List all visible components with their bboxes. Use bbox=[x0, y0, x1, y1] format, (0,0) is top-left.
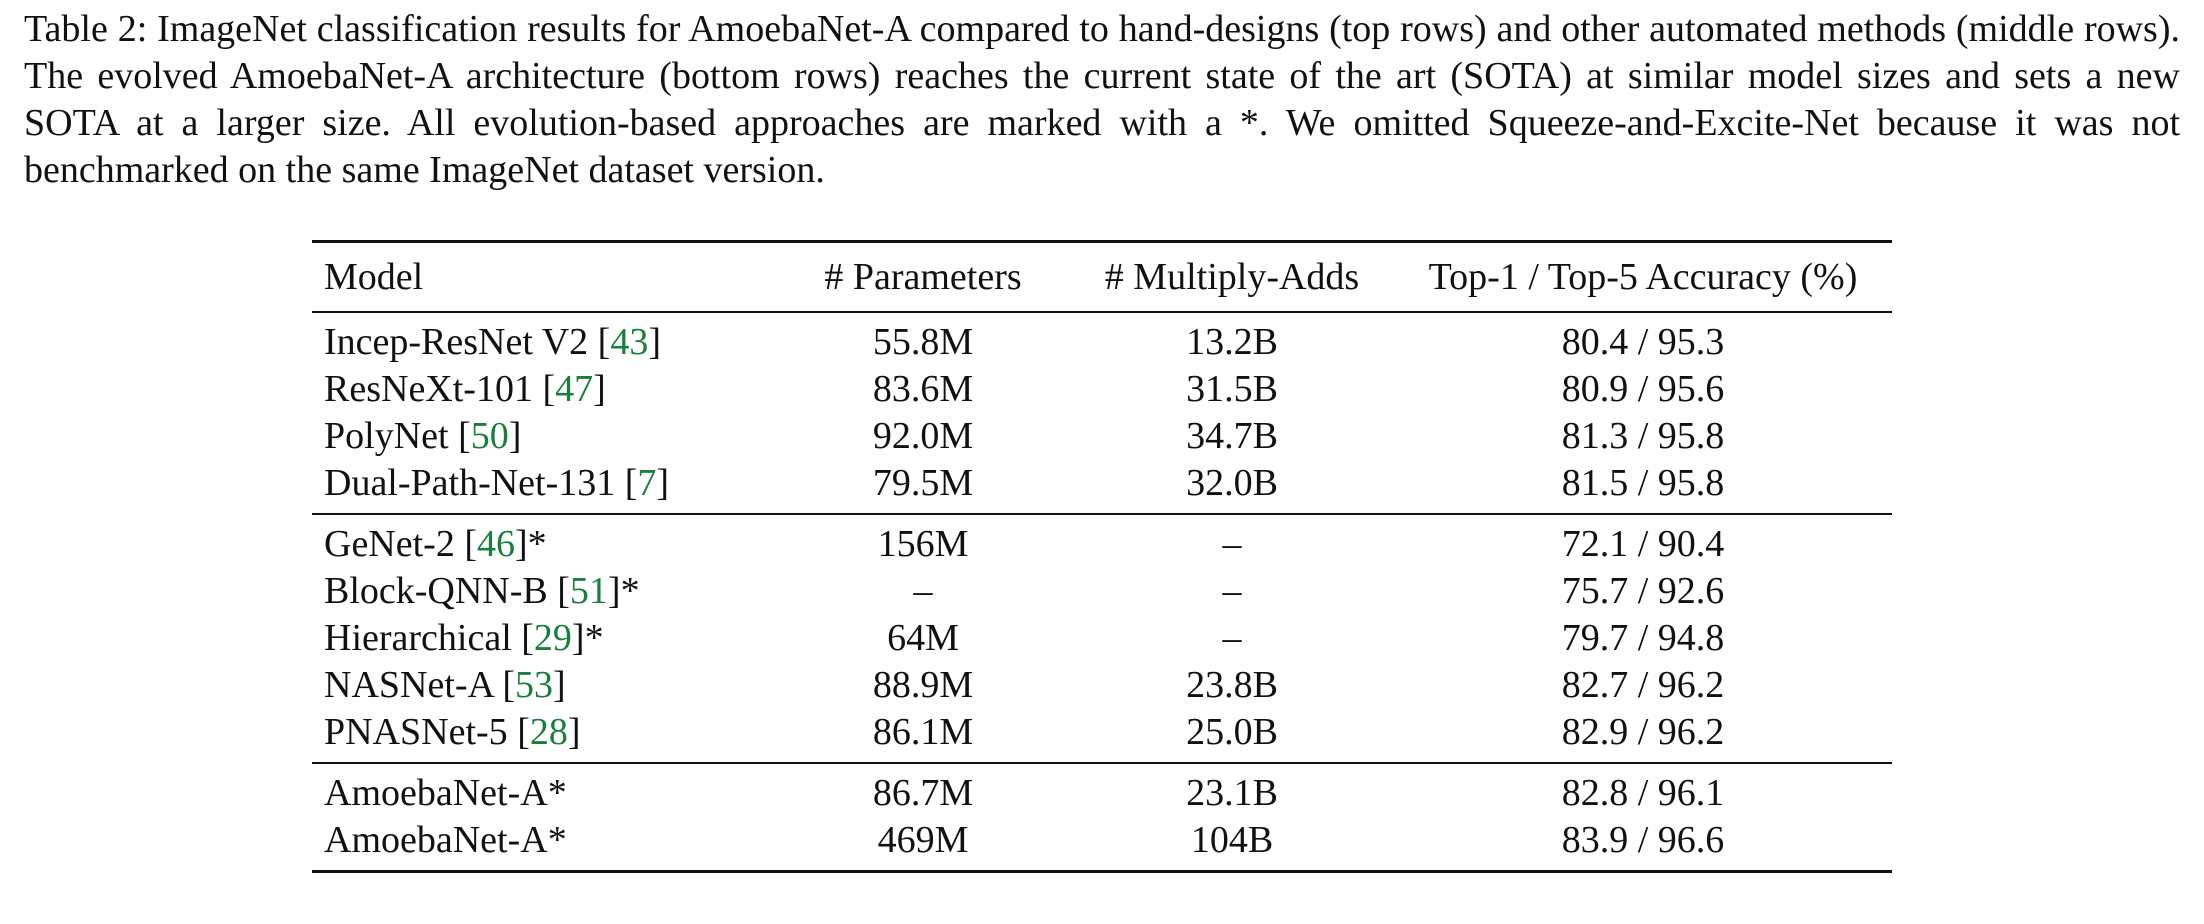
cell-accuracy: 83.9 / 96.6 bbox=[1394, 817, 1892, 873]
cell-multiply-adds: 13.2B bbox=[1186, 321, 1278, 363]
cell-model: PolyNet [50] bbox=[324, 415, 522, 457]
model-name: NASNet-A bbox=[324, 664, 493, 706]
citation-link[interactable]: 28 bbox=[529, 711, 568, 753]
cell-parameters: 79.5M bbox=[872, 462, 974, 504]
evolution-marker: * bbox=[527, 523, 547, 565]
cell-multiply-adds: 31.5B bbox=[1186, 368, 1278, 410]
group-automated-methods: GeNet-2 [46]* 156M –72.1 / 90.4 Block-QNN-B… bbox=[312, 513, 1892, 763]
citation-link[interactable]: 29 bbox=[533, 617, 572, 659]
cell-model: NASNet-A [53] bbox=[324, 664, 566, 706]
citation-link[interactable]: 46 bbox=[477, 523, 515, 565]
results-table: Model # Parameters # Multiply-Adds Top-1… bbox=[312, 240, 1892, 873]
table-row: Block-QNN-B [51]* – – 75.7 / 92.6 bbox=[312, 568, 1892, 615]
model-name: AmoebaNet-A* bbox=[324, 772, 567, 814]
table-caption: Table 2: ImageNet classification results… bbox=[24, 8, 2180, 191]
cell-parameters: 83.6M bbox=[872, 368, 974, 410]
evolution-marker: * bbox=[584, 617, 604, 659]
header-accuracy: Top-1 / Top-5 Accuracy (%) bbox=[1394, 240, 1892, 313]
model-name: PNASNet-5 bbox=[324, 711, 508, 753]
cell-parameters: – bbox=[913, 570, 933, 612]
cell-model: ResNeXt-101 [47] bbox=[324, 368, 606, 410]
cell-model: Hierarchical [29]* bbox=[324, 617, 604, 659]
results-table-container: Model # Parameters # Multiply-Adds Top-1… bbox=[312, 240, 1892, 873]
cell-multiply-adds: 23.8B bbox=[1186, 664, 1278, 706]
cell-multiply-adds: 32.0B bbox=[1186, 462, 1278, 504]
cell-accuracy: 82.8 / 96.1 bbox=[1394, 762, 1892, 817]
cell-model: Incep-ResNet V2 [43] bbox=[324, 321, 661, 363]
table-header-row: Model # Parameters # Multiply-Adds Top-1… bbox=[312, 240, 1892, 313]
cell-parameters: 156M bbox=[776, 513, 1070, 568]
cell-parameters: 88.9M bbox=[872, 664, 974, 706]
model-name: Incep-ResNet V2 bbox=[324, 321, 589, 363]
cell-parameters: 92.0M bbox=[872, 415, 974, 457]
citation-link[interactable]: 7 bbox=[637, 462, 657, 504]
cell-multiply-adds: 23.1B bbox=[1070, 762, 1394, 817]
cell-parameters: 469M bbox=[776, 817, 1070, 873]
cell-parameters: 86.7M bbox=[776, 762, 1070, 817]
cell-accuracy: 81.3 / 95.8 bbox=[1561, 415, 1725, 457]
cell-accuracy: 75.7 / 92.6 bbox=[1561, 570, 1725, 612]
cell-parameters: 64M bbox=[887, 617, 959, 659]
cell-multiply-adds: 25.0B bbox=[1186, 711, 1278, 753]
cell-multiply-adds: – bbox=[1222, 570, 1242, 612]
model-name: PolyNet bbox=[324, 415, 449, 457]
evolution-marker: * bbox=[620, 570, 640, 612]
cell-model: GeNet-2 [46]* bbox=[312, 513, 776, 568]
cell-accuracy: 80.9 / 95.6 bbox=[1561, 368, 1725, 410]
cell-multiply-adds: – bbox=[1070, 513, 1394, 568]
cell-multiply-adds: – bbox=[1222, 617, 1242, 659]
cell-multiply-adds: 34.7B bbox=[1186, 415, 1278, 457]
cell-multiply-adds: 104B bbox=[1070, 817, 1394, 873]
group-hand-designs: Incep-ResNet V2 [43] 55.8M 13.2B 80.4 / 95.… bbox=[312, 312, 1892, 514]
table-row: AmoebaNet-A* 86.7M 23.1B 82.8 / 96.1 bbox=[312, 762, 1892, 817]
table-row: NASNet-A [53] 88.9M 23.8B 82.7 / 96.2 bbox=[312, 662, 1892, 709]
table-row: Hierarchical [29]* 64M – 79.7 / 94.8 bbox=[312, 615, 1892, 662]
model-name: GeNet-2 bbox=[324, 523, 455, 565]
cell-model: Block-QNN-B [51]* bbox=[324, 570, 640, 612]
cell-accuracy: 72.1 / 90.4 bbox=[1394, 513, 1892, 568]
table-row: PNASNet-5 [28] 86.1M 25.0B 82.9 / 96.2 bbox=[312, 709, 1892, 763]
table-row: Incep-ResNet V2 [43] 55.8M 13.2B 80.4 / 95.… bbox=[312, 312, 1892, 366]
citation-link[interactable]: 53 bbox=[515, 664, 554, 706]
group-amoebanet: AmoebaNet-A* 86.7M 23.1B 82.8 / 96.1 AmoebaN… bbox=[312, 762, 1892, 873]
citation-link[interactable]: 43 bbox=[610, 321, 649, 363]
cell-model: AmoebaNet-A* bbox=[312, 817, 776, 873]
cell-parameters: 55.8M bbox=[872, 321, 974, 363]
table-row: ResNeXt-101 [47] 83.6M 31.5B 80.9 / 95.6 bbox=[312, 366, 1892, 413]
table-row: Dual-Path-Net-131 [7] 79.5M 32.0B 81.5 / 95… bbox=[312, 460, 1892, 514]
cell-accuracy: 81.5 / 95.8 bbox=[1561, 462, 1725, 504]
cell-parameters: 86.1M bbox=[872, 711, 974, 753]
model-name: ResNeXt-101 bbox=[324, 368, 533, 410]
cell-accuracy: 80.4 / 95.3 bbox=[1561, 321, 1725, 363]
table-row: PolyNet [50] 92.0M 34.7B 81.3 / 95.8 bbox=[312, 413, 1892, 460]
cell-model: PNASNet-5 [28] bbox=[324, 711, 581, 753]
cell-accuracy: 82.7 / 96.2 bbox=[1561, 664, 1725, 706]
cell-model: AmoebaNet-A* bbox=[312, 762, 776, 817]
model-name: Block-QNN-B bbox=[324, 570, 548, 612]
cell-accuracy: 79.7 / 94.8 bbox=[1561, 617, 1725, 659]
header-multiply-adds: # Multiply-Adds bbox=[1070, 240, 1394, 313]
citation-link[interactable]: 47 bbox=[555, 368, 594, 410]
cell-model: Dual-Path-Net-131 [7] bbox=[324, 462, 670, 504]
citation-link[interactable]: 51 bbox=[569, 570, 608, 612]
model-name: AmoebaNet-A* bbox=[324, 819, 567, 861]
header-parameters: # Parameters bbox=[776, 240, 1070, 313]
header-model: Model bbox=[312, 240, 776, 313]
table-row: GeNet-2 [46]* 156M –72.1 / 90.4 bbox=[312, 513, 1892, 568]
citation-link[interactable]: 50 bbox=[470, 415, 509, 457]
cell-accuracy: 82.9 / 96.2 bbox=[1561, 711, 1725, 753]
model-name: Dual-Path-Net-131 bbox=[324, 462, 616, 504]
table-row: AmoebaNet-A* 469M 104B 83.9 / 96.6 bbox=[312, 817, 1892, 873]
model-name: Hierarchical bbox=[324, 617, 512, 659]
